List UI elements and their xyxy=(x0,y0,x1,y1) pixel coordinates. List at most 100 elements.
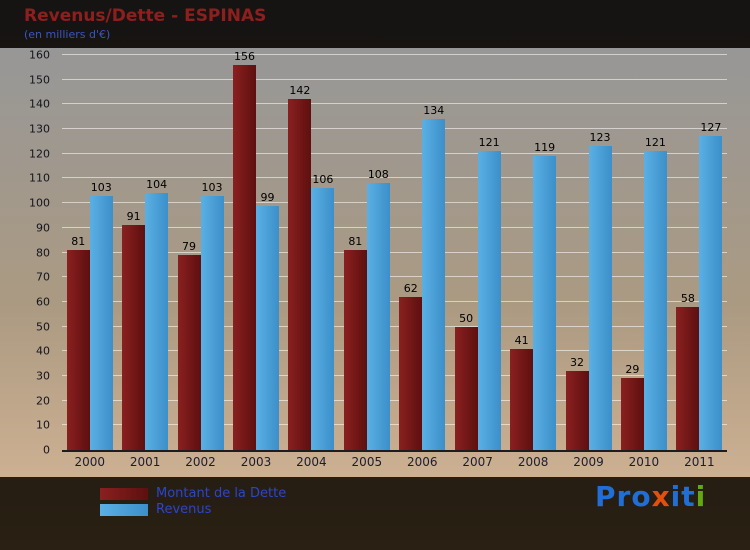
gridline xyxy=(62,128,727,130)
bar-value-label: 123 xyxy=(589,131,611,145)
bar-value-label: 103 xyxy=(90,180,112,194)
chart-title: Revenus/Dette - ESPINAS xyxy=(24,6,267,26)
bar-revenus-2007: 121 xyxy=(477,136,501,450)
gridline xyxy=(62,251,727,253)
gridline xyxy=(62,202,727,204)
logo-letter: x xyxy=(651,480,671,513)
x-tick-label: 2002 xyxy=(185,455,216,469)
bar-value-label: 119 xyxy=(534,141,556,155)
gridline xyxy=(62,152,727,154)
y-tick-label: 40 xyxy=(36,344,50,358)
gridline xyxy=(62,78,727,80)
bar-group-2011: 58 127 xyxy=(672,55,727,450)
y-tick-label: 30 xyxy=(36,369,50,383)
gridline xyxy=(62,399,727,401)
bar-revenus-2003: 99 xyxy=(255,191,279,450)
y-tick-label: 90 xyxy=(36,221,50,235)
proxiti-logo[interactable]: Proxiti xyxy=(595,480,706,513)
y-tick-label: 100 xyxy=(29,196,50,210)
bar-dette-2008: 41 xyxy=(510,334,534,450)
bar-dette-2010: 29 xyxy=(620,363,644,450)
bar-revenus-2001: 104 xyxy=(145,178,169,450)
gridline xyxy=(62,374,727,376)
bar-value-label: 99 xyxy=(260,190,275,204)
bar-revenus-2011: 127 xyxy=(699,121,723,450)
x-tick-label: 2000 xyxy=(74,455,105,469)
bar-value-label: 121 xyxy=(478,136,500,150)
legend-label: Montant de la Dette xyxy=(156,486,287,501)
x-tick-label: 2005 xyxy=(351,455,383,469)
bar-group-2009: 32 123 xyxy=(561,55,616,450)
logo-letter: r xyxy=(616,480,632,513)
y-tick-label: 160 xyxy=(29,48,50,62)
bar-value-label: 127 xyxy=(700,121,722,135)
bar-group-2010: 29 121 xyxy=(616,55,671,450)
gridline xyxy=(62,350,727,352)
bar-value-label: 103 xyxy=(201,180,223,194)
legend: Montant de la Dette Revenus xyxy=(100,487,286,516)
bar-group-2003: 156 99 xyxy=(228,50,283,450)
bar-revenus-2006: 134 xyxy=(422,104,446,450)
legend-item: Montant de la Dette xyxy=(100,487,286,500)
bar-value-label: 32 xyxy=(570,356,584,369)
bar-groups: 81 103 91 104 79 103 156 99 142 106 81 108 62 134 50 12… xyxy=(62,50,727,450)
x-axis-line xyxy=(62,450,727,452)
bar-value-label: 50 xyxy=(459,311,474,325)
x-tick-label: 2006 xyxy=(406,455,438,469)
y-tick-label: 130 xyxy=(29,122,50,136)
legend-label: Revenus xyxy=(156,502,212,517)
bar-group-2001: 91 104 xyxy=(117,55,172,450)
y-tick-label: 0 xyxy=(43,443,50,457)
x-axis: 2000 2001 2002 2003 2004 2005 2006 2007 2008 2009… xyxy=(62,455,727,469)
y-tick-label: 80 xyxy=(36,246,50,259)
bar-value-label: 29 xyxy=(625,363,640,377)
bar-value-label: 121 xyxy=(644,136,666,150)
x-tick-label: 2001 xyxy=(129,455,161,469)
logo-letter: i xyxy=(670,480,682,513)
x-tick-label: 2004 xyxy=(296,455,327,469)
gridline xyxy=(62,424,727,426)
y-tick-label: 50 xyxy=(36,320,50,334)
gridline xyxy=(62,300,727,302)
y-tick-label: 60 xyxy=(36,295,50,309)
bar-dette-2004: 142 xyxy=(288,84,312,450)
bar-group-2005: 81 108 xyxy=(339,55,394,450)
bar-revenus-2008: 119 xyxy=(533,141,557,450)
bar-value-label: 156 xyxy=(233,49,255,63)
x-tick-label: 2010 xyxy=(628,455,660,469)
bar-value-label: 62 xyxy=(403,281,418,295)
bar-value-label: 81 xyxy=(348,235,363,249)
bar-dette-2006: 62 xyxy=(399,282,423,450)
bar-dette-2002: 79 xyxy=(177,240,201,450)
bar-value-label: 134 xyxy=(423,104,445,118)
logo-letter: P xyxy=(595,480,617,513)
bar-group-2007: 50 121 xyxy=(450,55,505,450)
bar-group-2002: 79 103 xyxy=(173,55,228,450)
bar-value-label: 58 xyxy=(680,291,695,305)
chart-subtitle: (en milliers d'€) xyxy=(24,28,111,41)
logo-letter: t xyxy=(681,480,696,513)
bar-dette-2005: 81 xyxy=(343,235,367,450)
bar-value-label: 91 xyxy=(126,210,141,224)
legend-swatch xyxy=(100,487,148,500)
bar-value-label: 41 xyxy=(514,333,529,347)
y-tick-label: 10 xyxy=(36,418,50,432)
y-tick-label: 20 xyxy=(36,394,50,408)
x-tick-label: 2008 xyxy=(517,455,549,469)
y-tick-label: 140 xyxy=(29,97,50,111)
legend-swatch xyxy=(100,503,148,516)
x-tick-label: 2009 xyxy=(573,455,604,469)
gridline xyxy=(62,276,727,278)
bar-revenus-2000: 103 xyxy=(89,181,113,450)
bar-value-label: 81 xyxy=(71,235,86,249)
bar-revenus-2005: 108 xyxy=(366,168,390,450)
bar-revenus-2009: 123 xyxy=(588,131,612,450)
logo-letter: i xyxy=(695,480,707,513)
y-tick-label: 120 xyxy=(29,147,50,161)
gridline xyxy=(62,325,727,327)
bar-value-label: 106 xyxy=(312,173,334,187)
plot-area: 81 103 91 104 79 103 156 99 142 106 81 108 62 134 50 12… xyxy=(62,50,727,450)
y-tick-label: 110 xyxy=(29,171,50,185)
gridline xyxy=(62,226,727,228)
bar-group-2006: 62 134 xyxy=(395,55,450,450)
